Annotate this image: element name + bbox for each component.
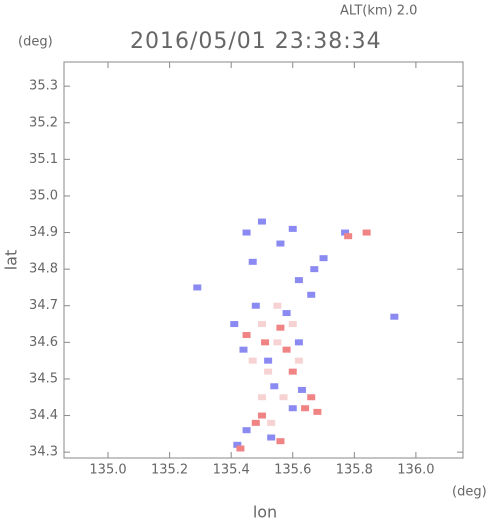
echo-point — [319, 255, 328, 262]
echo-point — [273, 302, 282, 309]
echo-point — [267, 434, 276, 441]
echo-point — [288, 405, 297, 412]
echo-point — [193, 284, 202, 291]
echo-point — [242, 332, 251, 339]
y-tick-label: 35.1 — [29, 152, 58, 167]
echo-point — [288, 321, 297, 328]
echo-point — [257, 218, 266, 225]
echo-point — [257, 412, 266, 419]
echo-point — [390, 313, 399, 320]
x-tick-label: 135.0 — [89, 463, 126, 478]
echo-point — [288, 225, 297, 232]
echo-point — [251, 419, 260, 426]
echo-point — [301, 405, 310, 412]
echo-point — [239, 346, 248, 353]
y-tick-label: 35.3 — [29, 79, 58, 94]
y-unit: (deg) — [18, 35, 53, 50]
echo-point — [248, 357, 257, 364]
echo-point — [341, 229, 350, 236]
echo-point — [276, 240, 285, 247]
echo-point — [264, 368, 273, 375]
echo-point — [257, 321, 266, 328]
x-tick-label: 136.0 — [397, 463, 434, 478]
echo-point — [344, 233, 353, 240]
echo-point — [270, 383, 279, 390]
echo-point — [310, 266, 319, 273]
echo-point — [307, 394, 316, 401]
plot-frame — [63, 61, 464, 459]
x-axis-label: lon — [253, 503, 277, 521]
echo-point — [297, 386, 306, 393]
echo-point — [362, 229, 371, 236]
altitude-label: ALT(km) 2.0 — [340, 4, 417, 19]
y-tick-label: 34.7 — [29, 298, 58, 313]
echo-point — [257, 394, 266, 401]
x-unit: (deg) — [452, 485, 487, 500]
echo-point — [248, 258, 257, 265]
x-tick-label: 135.8 — [336, 463, 373, 478]
echo-point — [282, 310, 291, 317]
y-tick-label: 34.6 — [29, 335, 58, 350]
echo-point — [279, 394, 288, 401]
echo-point — [273, 339, 282, 346]
echo-point — [294, 339, 303, 346]
y-tick-label: 34.3 — [29, 445, 58, 460]
y-tick-label: 34.4 — [29, 408, 58, 423]
echo-point — [276, 324, 285, 331]
y-tick-label: 34.5 — [29, 371, 58, 386]
x-tick-label: 135.4 — [213, 463, 250, 478]
chart-title: 2016/05/01 23:38:34 — [130, 29, 382, 54]
y-tick-label: 35.0 — [29, 188, 58, 203]
echo-point — [294, 357, 303, 364]
y-tick-label: 34.9 — [29, 225, 58, 240]
echo-point — [242, 229, 251, 236]
echo-point — [282, 346, 291, 353]
y-tick-label: 35.2 — [29, 115, 58, 130]
echo-point — [236, 445, 245, 452]
echo-point — [313, 408, 322, 415]
echo-point — [242, 427, 251, 434]
echo-point — [230, 321, 239, 328]
echo-point — [233, 441, 242, 448]
echo-point — [251, 302, 260, 309]
x-tick-label: 135.2 — [151, 463, 188, 478]
echo-point — [294, 277, 303, 284]
y-axis-label: lat — [2, 250, 21, 271]
x-tick-label: 135.6 — [274, 463, 311, 478]
echo-point — [288, 368, 297, 375]
echo-point — [261, 339, 270, 346]
echo-point — [264, 357, 273, 364]
echo-point — [267, 419, 276, 426]
y-tick-label: 34.8 — [29, 262, 58, 277]
echo-point — [276, 438, 285, 445]
echo-point — [307, 291, 316, 298]
